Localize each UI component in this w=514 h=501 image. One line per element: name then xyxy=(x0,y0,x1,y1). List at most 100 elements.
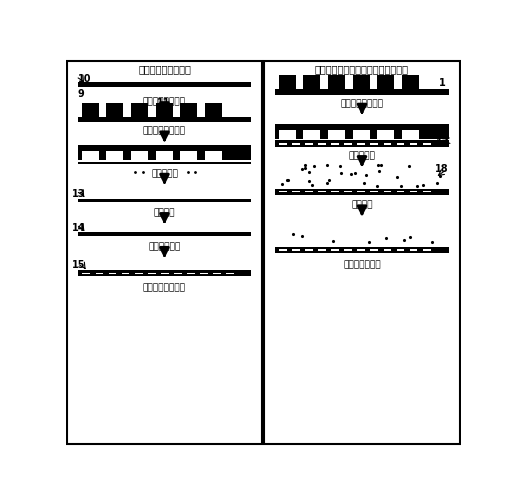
Text: 17: 17 xyxy=(435,138,449,148)
Bar xyxy=(377,131,394,140)
Bar xyxy=(148,273,156,275)
Bar xyxy=(344,191,352,193)
Text: 免疫荧光染色: 免疫荧光染色 xyxy=(149,241,180,250)
Bar xyxy=(318,191,326,193)
Bar xyxy=(305,144,313,145)
Bar xyxy=(357,144,365,145)
Bar xyxy=(108,273,116,275)
Text: 接种细胞: 接种细胞 xyxy=(351,200,373,209)
Bar xyxy=(275,125,449,140)
Bar xyxy=(303,76,320,90)
Bar xyxy=(275,141,449,148)
Bar xyxy=(275,189,449,195)
Bar xyxy=(161,273,169,275)
Text: 11: 11 xyxy=(157,97,170,107)
Bar xyxy=(328,76,345,90)
Bar xyxy=(410,144,417,145)
Bar xyxy=(305,250,313,252)
Bar xyxy=(96,273,103,275)
Text: 下层聚合材料铺垫: 下层聚合材料铺垫 xyxy=(143,97,186,106)
Bar xyxy=(205,104,222,118)
Bar xyxy=(292,144,300,145)
Bar xyxy=(174,273,182,275)
Bar xyxy=(264,62,460,444)
Bar xyxy=(78,233,251,237)
Text: 纤维粘连蛋白孵育: 纤维粘连蛋白孵育 xyxy=(143,126,186,135)
Bar xyxy=(78,199,251,203)
Bar xyxy=(318,250,326,252)
Bar xyxy=(383,250,391,252)
Bar xyxy=(106,104,123,118)
Text: 微流控芯片图案二抗制备及蛋白操种: 微流控芯片图案二抗制备及蛋白操种 xyxy=(315,64,409,74)
Text: 洗去不粘附细胞: 洗去不粘附细胞 xyxy=(343,260,381,269)
Bar xyxy=(82,152,99,161)
Bar xyxy=(397,144,405,145)
Bar xyxy=(122,273,130,275)
Bar xyxy=(279,191,286,193)
Text: 微固定一: 微固定一 xyxy=(154,208,175,217)
Text: 上层聚合材料铺垫: 上层聚合材料铺垫 xyxy=(143,283,186,292)
Bar xyxy=(344,250,352,252)
Bar xyxy=(423,144,431,145)
Text: 9: 9 xyxy=(78,89,85,99)
Bar xyxy=(279,131,296,140)
Bar xyxy=(328,131,345,140)
Bar xyxy=(402,76,419,90)
Text: 18: 18 xyxy=(435,163,449,173)
Bar xyxy=(383,191,391,193)
Bar xyxy=(135,273,142,275)
Bar xyxy=(410,250,417,252)
Bar xyxy=(82,273,90,275)
Bar xyxy=(78,162,251,165)
Bar xyxy=(131,104,148,118)
Bar xyxy=(279,250,286,252)
Text: 微接触印刷: 微接触印刷 xyxy=(348,151,375,160)
Bar xyxy=(353,76,370,90)
Bar xyxy=(213,273,221,275)
Bar xyxy=(78,118,251,123)
Bar xyxy=(279,144,286,145)
Bar xyxy=(275,90,449,96)
Bar xyxy=(106,152,123,161)
Bar xyxy=(187,273,195,275)
Text: 1: 1 xyxy=(439,78,446,88)
Bar xyxy=(227,273,234,275)
Bar xyxy=(200,273,208,275)
Text: 荧光标记微结构制作: 荧光标记微结构制作 xyxy=(138,64,191,74)
Text: 13: 13 xyxy=(71,189,85,199)
Bar xyxy=(331,191,339,193)
Bar xyxy=(78,83,251,88)
Bar xyxy=(318,144,326,145)
Text: 10: 10 xyxy=(78,74,91,84)
Bar xyxy=(205,152,222,161)
Bar xyxy=(397,250,405,252)
Bar xyxy=(371,144,378,145)
Bar xyxy=(156,152,173,161)
Bar xyxy=(423,191,431,193)
Bar xyxy=(397,191,405,193)
Bar xyxy=(371,250,378,252)
Bar xyxy=(402,131,419,140)
Bar xyxy=(78,271,251,277)
Bar xyxy=(423,250,431,252)
Bar xyxy=(353,131,370,140)
Text: 纤维粘连蛋白孵育: 纤维粘连蛋白孵育 xyxy=(340,99,383,108)
Bar xyxy=(78,145,251,161)
Bar xyxy=(279,76,296,90)
Text: 14: 14 xyxy=(71,222,85,232)
Bar xyxy=(292,250,300,252)
Bar xyxy=(371,191,378,193)
Bar xyxy=(131,152,148,161)
Text: 15: 15 xyxy=(71,260,85,270)
Bar xyxy=(275,247,449,254)
Bar xyxy=(305,191,313,193)
Bar xyxy=(344,144,352,145)
Bar xyxy=(67,62,262,444)
Bar xyxy=(82,104,99,118)
Text: 微接触印刷: 微接触印刷 xyxy=(151,169,178,177)
Bar xyxy=(410,191,417,193)
Bar xyxy=(331,250,339,252)
Bar xyxy=(357,250,365,252)
Bar xyxy=(156,104,173,118)
Bar xyxy=(292,191,300,193)
